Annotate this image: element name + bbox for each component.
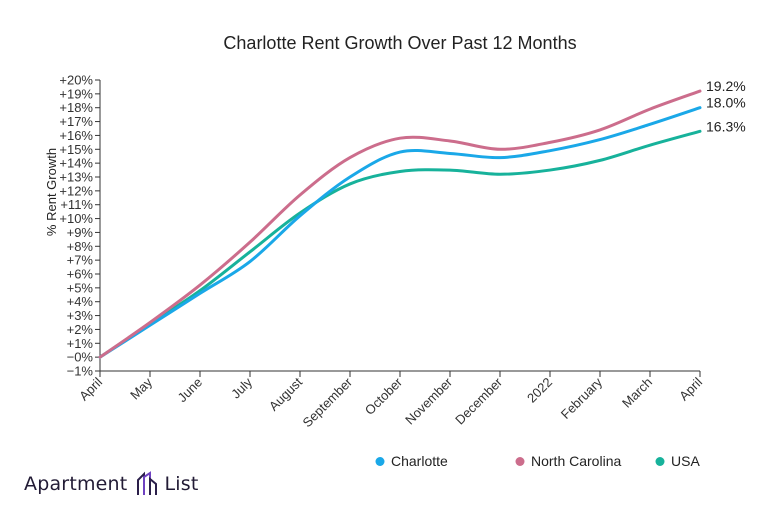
x-tick-label: April: [76, 374, 105, 403]
x-tick-label: October: [362, 374, 406, 418]
brand-left-word: Apartment: [24, 473, 128, 495]
x-tick-label: May: [127, 374, 155, 402]
x-tick-label: 2022: [524, 375, 555, 406]
y-tick-label: +7%: [67, 253, 94, 268]
y-tick-label: +6%: [67, 267, 94, 282]
building-logo-icon: [137, 471, 158, 495]
series-line-usa: [98, 129, 702, 359]
x-tick-label: June: [175, 375, 206, 406]
legend-label-usa: USA: [671, 453, 700, 469]
legend-label-north-carolina: North Carolina: [531, 453, 621, 469]
x-tick-label: September: [300, 374, 356, 430]
y-tick-label: +2%: [67, 322, 94, 337]
y-axis-label: % Rent Growth: [44, 148, 59, 236]
x-tick-label: December: [452, 374, 505, 427]
y-tick-label: +18%: [59, 100, 93, 115]
x-tick-label: November: [402, 374, 455, 427]
y-tick-label: +3%: [67, 308, 94, 323]
y-tick-label: +16%: [59, 128, 93, 143]
series-line-north-carolina: [98, 89, 702, 359]
legend-marker-usa: [655, 457, 665, 466]
x-tick-label: July: [228, 374, 255, 401]
y-tick-label: +10%: [59, 211, 93, 226]
line-chart: Charlotte Rent Growth Over Past 12 Month…: [44, 33, 746, 469]
legend-marker-charlotte: [375, 457, 385, 466]
y-tick-label: +20%: [59, 73, 93, 88]
x-tick-label: February: [558, 374, 606, 422]
x-tick-label: August: [266, 374, 305, 413]
legend-marker-north-carolina: [515, 457, 525, 466]
apartment-list-logo: Apartment List: [24, 471, 198, 497]
y-tick-label: +14%: [59, 156, 93, 171]
end-label-charlotte: 18.0%: [706, 95, 746, 111]
series-line-charlotte: [98, 106, 702, 359]
y-tick-label: +17%: [59, 114, 93, 129]
y-tick-label: +15%: [59, 142, 93, 157]
end-label-usa: 16.3%: [706, 118, 746, 134]
y-tick-label: +4%: [67, 294, 94, 309]
y-tick-label: +13%: [59, 170, 93, 185]
x-tick-label: April: [676, 374, 705, 403]
y-tick-label: +11%: [60, 197, 93, 212]
end-label-north-carolina: 19.2%: [706, 78, 746, 94]
chart-title: Charlotte Rent Growth Over Past 12 Month…: [223, 33, 576, 53]
y-tick-label: +1%: [67, 336, 94, 351]
brand-right-word: List: [164, 473, 199, 495]
y-tick-label: +12%: [59, 183, 93, 198]
y-tick-label: +8%: [67, 239, 94, 254]
y-tick-label: −1%: [67, 364, 94, 379]
y-tick-label: +19%: [59, 86, 93, 101]
legend-label-charlotte: Charlotte: [391, 453, 448, 469]
y-tick-label: −0%: [67, 350, 94, 365]
y-tick-label: +9%: [67, 225, 94, 240]
x-tick-label: March: [619, 375, 655, 411]
y-tick-label: +5%: [67, 280, 94, 295]
